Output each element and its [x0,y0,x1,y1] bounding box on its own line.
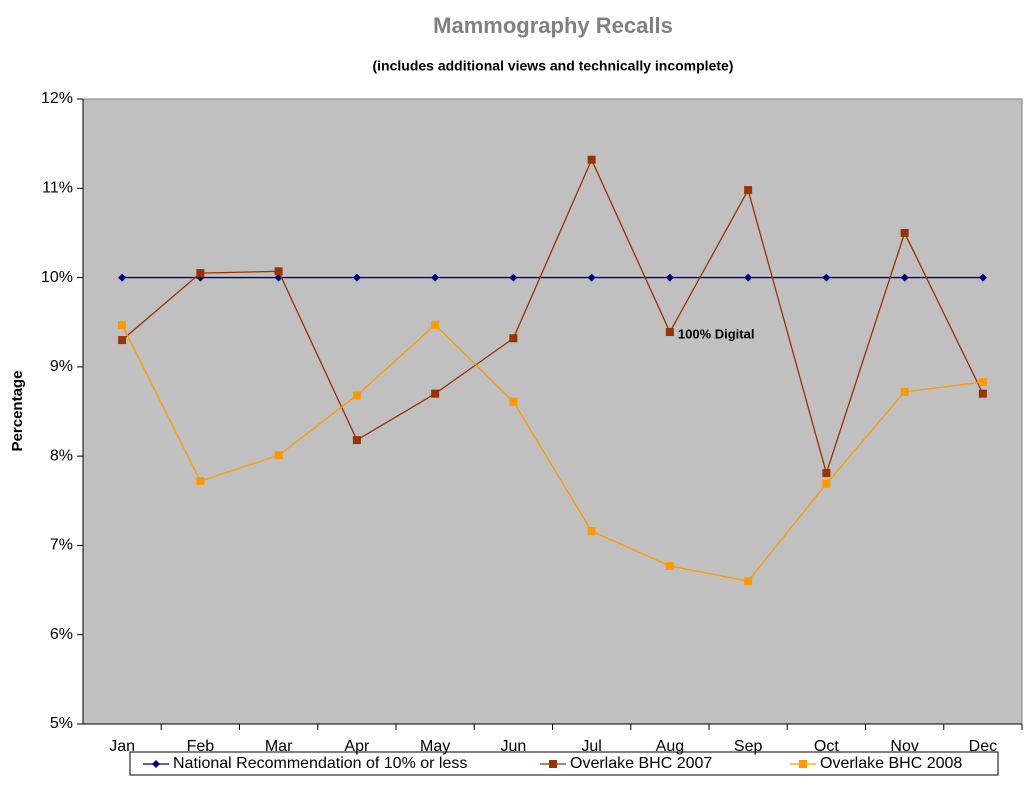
x-tick-label: Apr [344,738,370,755]
series-line [121,324,983,582]
legend-marker [549,760,557,768]
y-axis-label: Percentage [9,371,26,452]
data-point [509,334,518,343]
chart-title: Mammography Recalls [433,13,673,38]
data-point [118,273,127,282]
y-tick-label: 5% [50,715,73,732]
legend-marker [799,760,807,768]
data-point [196,269,205,278]
plot-area [82,98,1023,725]
data-point [509,273,518,282]
data-point [900,273,909,282]
data-point [431,389,440,398]
legend-label: Overlake BHC 2007 [570,755,712,772]
y-tick-label: 7% [50,537,73,554]
data-point [118,320,127,329]
x-tick-label: Aug [656,738,684,755]
y-tick-label: 8% [50,447,73,464]
legend-label: Overlake BHC 2008 [820,755,962,772]
x-tick-label: Jul [581,738,601,755]
data-point [196,477,205,486]
data-point [822,273,831,282]
data-point [352,273,361,282]
annotation: 100% Digital [678,326,755,341]
y-tick-label: 6% [50,626,73,643]
data-point [274,267,283,276]
data-point [352,436,361,445]
y-tick-label: 11% [42,180,73,197]
x-tick-label: May [420,738,450,755]
data-point [118,336,127,345]
chart-subtitle: (includes additional views and technical… [373,58,734,74]
x-tick-label: Feb [187,738,215,755]
x-tick-label: Nov [890,738,918,755]
data-point [900,387,909,396]
data-point [978,389,987,398]
data-point [665,328,674,337]
data-point [274,451,283,460]
data-point [900,228,909,237]
data-point [978,273,987,282]
x-tick-label: Mar [265,738,293,755]
data-point [744,273,753,282]
data-point [587,527,596,536]
legend-label: National Recommendation of 10% or less [173,755,467,772]
data-point [431,320,440,329]
x-tick-label: Oct [814,738,839,755]
y-tick-label: 12% [41,90,73,107]
x-tick-label: Dec [969,738,997,755]
data-point [665,561,674,570]
data-point [587,273,596,282]
x-tick-label: Jun [500,738,526,755]
x-tick-label: Sep [734,738,763,755]
data-point [352,391,361,400]
data-point [978,378,987,387]
legend-marker [152,760,160,768]
data-point [744,577,753,586]
data-point [744,186,753,195]
data-point [431,273,440,282]
data-point [822,479,831,488]
x-tick-label: Jan [109,738,135,755]
data-point [587,155,596,164]
data-point [509,397,518,406]
series-line [121,158,984,476]
data-point [822,469,831,478]
y-tick-label: 10% [41,269,73,286]
data-point [665,273,674,282]
y-tick-label: 9% [50,358,73,375]
